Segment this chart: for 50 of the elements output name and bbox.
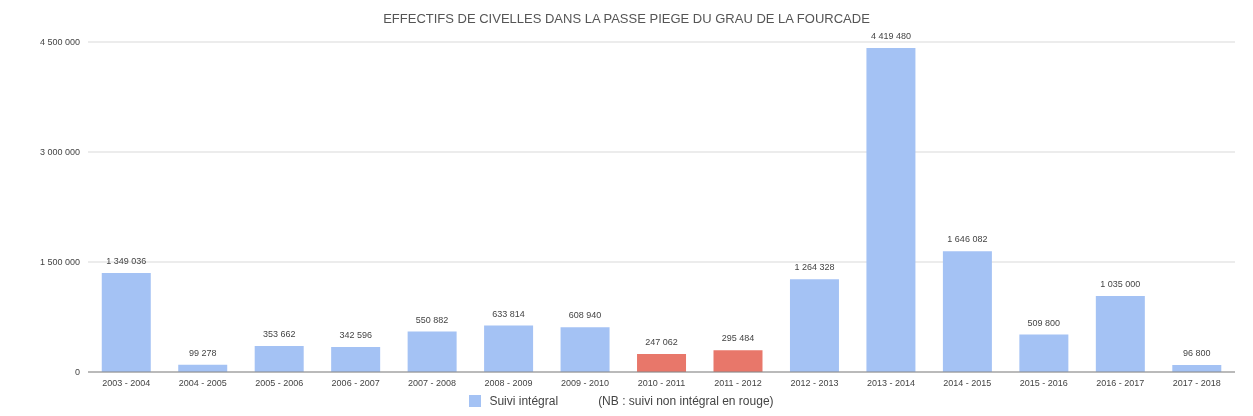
data-label: 96 800 [1183,347,1211,358]
x-tick-label: 2008 - 2009 [484,378,533,389]
bar [101,273,151,372]
x-tick-label: 2003 - 2004 [102,378,151,389]
x-tick-label: 2013 - 2014 [866,378,915,389]
legend-label: Suivi intégral [488,394,559,408]
data-label: 608 940 [568,310,602,321]
x-tick-label: 2011 - 2012 [714,378,762,389]
bar [1095,296,1145,372]
bar [942,251,992,372]
y-tick-label: 0 [74,367,80,378]
data-label: 1 646 082 [947,234,988,245]
data-label: 99 278 [188,347,217,358]
bar [866,47,916,372]
data-label: 342 596 [339,329,372,340]
x-tick-label: 2012 - 2013 [790,378,839,389]
data-label: 295 484 [721,333,755,344]
bar [407,331,457,372]
bar [560,327,610,372]
x-tick-label: 2016 - 2017 [1096,378,1145,389]
x-tick-label: 2009 - 2010 [561,378,610,389]
chart-title: EFFECTIFS DE CIVELLES DANS LA PASSE PIEGE DU GRAU DE LA FOURCADE [382,10,871,28]
x-tick-label: 2005 - 2006 [255,378,304,389]
x-tick-label: 2015 - 2016 [1019,378,1068,389]
bar [713,350,763,372]
bar [1019,334,1069,372]
data-label: 550 882 [415,314,449,325]
y-tick-label: 1 500 000 [39,257,80,268]
bar [331,346,381,372]
bar [254,346,304,372]
data-label: 4 419 480 [870,30,911,41]
x-tick-label: 2014 - 2015 [943,378,992,389]
bar [637,353,687,372]
data-label: 1 264 328 [794,262,835,273]
x-tick-label: 2007 - 2008 [408,378,457,389]
x-tick-label: 2010 - 2011 [637,378,686,389]
x-tick-label: 2004 - 2005 [178,378,227,389]
data-label: 1 349 036 [106,256,147,267]
data-label: 633 814 [492,308,525,319]
text: (NB : suivi non intégral en rouge) [598,394,774,408]
x-tick-label: 2017 - 2018 [1172,378,1221,389]
data-label: 1 035 000 [1100,279,1141,290]
x-tick-label: 2006 - 2007 [331,378,380,389]
data-label: 509 800 [1027,317,1061,328]
y-tick-label: 4 500 000 [39,37,80,48]
bar [484,325,534,372]
y-tick-label: 3 000 000 [39,147,80,158]
data-label: 353 662 [262,329,296,340]
bar [789,279,839,372]
data-label: 247 062 [645,336,678,347]
